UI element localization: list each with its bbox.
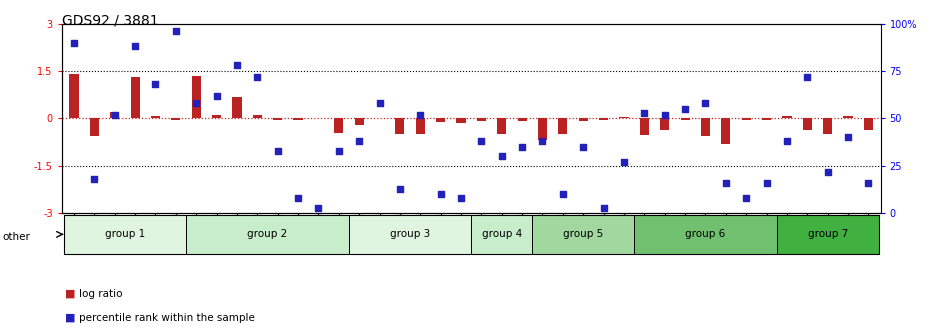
Text: percentile rank within the sample: percentile rank within the sample (79, 312, 255, 323)
Bar (186, 215, 349, 254)
Point (515, 144, 530, 150)
Bar (471, 215, 532, 254)
Bar (456, 119, 466, 123)
Point (677, 106, 693, 112)
Point (841, 135, 856, 140)
Text: group 3: group 3 (390, 229, 430, 239)
Bar (701, 119, 710, 136)
Point (535, 138, 550, 144)
Bar (294, 119, 303, 120)
Text: group 2: group 2 (247, 229, 288, 239)
Bar (64, 215, 186, 254)
Point (148, 82, 163, 87)
Bar (192, 76, 200, 119)
Point (738, 196, 753, 201)
Point (66, 40, 82, 45)
Text: group 7: group 7 (808, 229, 847, 239)
Bar (130, 77, 140, 119)
Point (372, 100, 388, 106)
Point (576, 144, 591, 150)
Bar (538, 119, 547, 140)
Point (474, 138, 489, 144)
Bar (823, 119, 832, 134)
Bar (212, 115, 221, 119)
Text: ■: ■ (65, 312, 75, 323)
Bar (783, 116, 791, 119)
Point (311, 205, 326, 210)
Point (352, 138, 367, 144)
Bar (639, 119, 649, 135)
Bar (777, 215, 879, 254)
Point (759, 180, 774, 186)
Point (433, 192, 448, 197)
Bar (395, 119, 405, 134)
Bar (151, 116, 160, 119)
Point (86, 176, 102, 182)
Bar (69, 74, 79, 119)
Point (698, 100, 713, 106)
Bar (349, 215, 471, 254)
Bar (233, 97, 241, 119)
Bar (518, 119, 526, 121)
Bar (334, 119, 343, 133)
Point (596, 205, 611, 210)
Bar (864, 119, 873, 130)
Point (800, 74, 815, 79)
Bar (436, 119, 446, 122)
Bar (253, 115, 262, 119)
Point (250, 74, 265, 79)
Bar (273, 119, 282, 120)
Bar (721, 119, 731, 144)
Bar (660, 119, 670, 130)
Bar (89, 119, 99, 136)
Bar (680, 119, 690, 120)
Point (107, 112, 123, 117)
Text: group 5: group 5 (563, 229, 603, 239)
Point (189, 100, 204, 106)
Point (168, 29, 183, 34)
Point (291, 196, 306, 201)
Text: log ratio: log ratio (79, 289, 123, 299)
Bar (635, 215, 777, 254)
Bar (599, 119, 608, 120)
Text: group 1: group 1 (104, 229, 145, 239)
Point (270, 148, 285, 154)
Bar (742, 119, 750, 120)
Text: other: other (3, 232, 30, 242)
Text: group 6: group 6 (685, 229, 726, 239)
Point (718, 180, 733, 186)
Bar (762, 119, 771, 120)
Point (127, 44, 142, 49)
Text: group 4: group 4 (482, 229, 522, 239)
Point (494, 154, 509, 159)
Point (617, 159, 632, 165)
Text: GDS92 / 3881: GDS92 / 3881 (62, 13, 159, 28)
Point (209, 93, 224, 98)
Bar (497, 119, 506, 134)
Bar (354, 119, 364, 125)
Text: ■: ■ (65, 289, 75, 299)
Point (332, 148, 347, 154)
Point (229, 62, 244, 68)
Point (555, 192, 570, 197)
Bar (844, 116, 853, 119)
Point (636, 110, 652, 116)
Bar (416, 119, 425, 134)
Point (392, 186, 408, 192)
Bar (477, 119, 486, 121)
Bar (559, 119, 567, 134)
Bar (110, 112, 120, 119)
Point (412, 112, 428, 117)
Bar (532, 215, 635, 254)
Bar (579, 119, 588, 121)
Point (820, 169, 835, 174)
Point (657, 112, 673, 117)
Bar (171, 119, 180, 120)
Bar (619, 118, 629, 119)
Point (453, 196, 468, 201)
Point (779, 138, 794, 144)
Bar (803, 119, 812, 130)
Point (861, 180, 876, 186)
